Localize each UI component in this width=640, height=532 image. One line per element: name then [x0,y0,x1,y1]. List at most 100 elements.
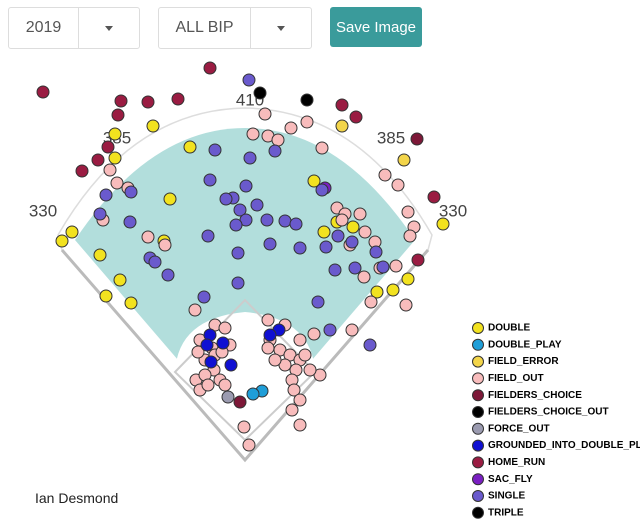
hit-point [271,133,285,147]
hit-point [363,338,377,352]
hit-point [224,358,238,372]
hit-point [93,248,107,262]
legend-label: GROUNDED_INTO_DOUBLE_PL [488,440,640,451]
hit-point [285,403,299,417]
hit-point [376,260,390,274]
hit-point [364,295,378,309]
hit-point [401,272,415,286]
legend-label: FIELDERS_CHOICE [488,390,582,401]
hit-point [323,323,337,337]
hit-point [201,378,215,392]
hit-point [345,323,359,337]
save-button[interactable]: Save Image [330,7,422,47]
hit-point [293,393,307,407]
hit-point [335,213,349,227]
hit-point [253,86,267,100]
hit-point [315,183,329,197]
hit-point [427,190,441,204]
hit-point [65,225,79,239]
hit-point [55,234,69,248]
hit-point [216,336,230,350]
hit-point [369,245,383,259]
hit-point [386,283,400,297]
hit-point [191,345,205,359]
hit-point [293,241,307,255]
hit-point [75,164,89,178]
year-label: 2019 [25,19,62,36]
hit-point [261,341,275,355]
hit-point [307,327,321,341]
hit-point [188,303,202,317]
hit-point [204,355,218,369]
hit-point [436,217,450,231]
hit-point [268,353,282,367]
legend-swatch [472,490,484,502]
hit-point [258,107,272,121]
hit-point [108,151,122,165]
hit-point [331,229,345,243]
hit-point [246,387,260,401]
hit-point [111,108,125,122]
hit-point [411,253,425,267]
hit-point [161,268,175,282]
legend-label: DOUBLE_PLAY [488,339,562,350]
hit-point [200,338,214,352]
hit-point [278,214,292,228]
hit-point [218,321,232,335]
hit-point [110,176,124,190]
hit-point [158,238,172,252]
hit-point [203,173,217,187]
hit-point [113,273,127,287]
hit-point [261,313,275,327]
legend-swatch [472,355,484,368]
hit-point [99,188,113,202]
legend-swatch [472,506,484,519]
hit-point [197,290,211,304]
hit-point [219,192,233,206]
legend-label: FIELDERS_CHOICE_OUT [488,407,609,418]
hit-point [328,263,342,277]
distance-label: 330 [29,201,57,220]
hit-point [231,276,245,290]
hit-point [171,92,185,106]
hit-point [141,230,155,244]
hit-point [293,333,307,347]
hit-point [221,390,235,404]
legend-label: FIELD_ERROR [488,356,559,367]
hit-point [124,185,138,199]
hit-point [397,153,411,167]
hit-point [233,203,247,217]
hit-point [99,289,113,303]
hit-point [293,418,307,432]
hit-point [231,246,245,260]
hit-point [287,383,301,397]
year-dropdown[interactable]: 2019 [8,7,140,49]
legend-label: SAC_FLY [488,474,533,485]
hit-point [370,285,384,299]
hit-point [389,259,403,273]
hit-point [289,217,303,231]
hit-point [108,127,122,141]
hit-point [163,192,177,206]
hit-point [242,438,256,452]
hit-point [114,94,128,108]
legend-label: FORCE_OUT [488,423,550,434]
hit-point [268,144,282,158]
outfield [75,128,415,438]
legend-label: TRIPLE [488,507,524,518]
hit-point [246,127,260,141]
hit-point [315,141,329,155]
legend-swatch [472,456,484,469]
hit-point [346,220,360,234]
filter-dropdown[interactable]: ALL BIP [158,7,312,49]
hit-point [218,378,232,392]
hit-point [335,98,349,112]
distance-label: 385 [377,128,405,147]
hit-point [229,218,243,232]
hit-point [103,163,117,177]
hit-point [349,110,363,124]
hit-point [239,179,253,193]
hit-point [284,121,298,135]
